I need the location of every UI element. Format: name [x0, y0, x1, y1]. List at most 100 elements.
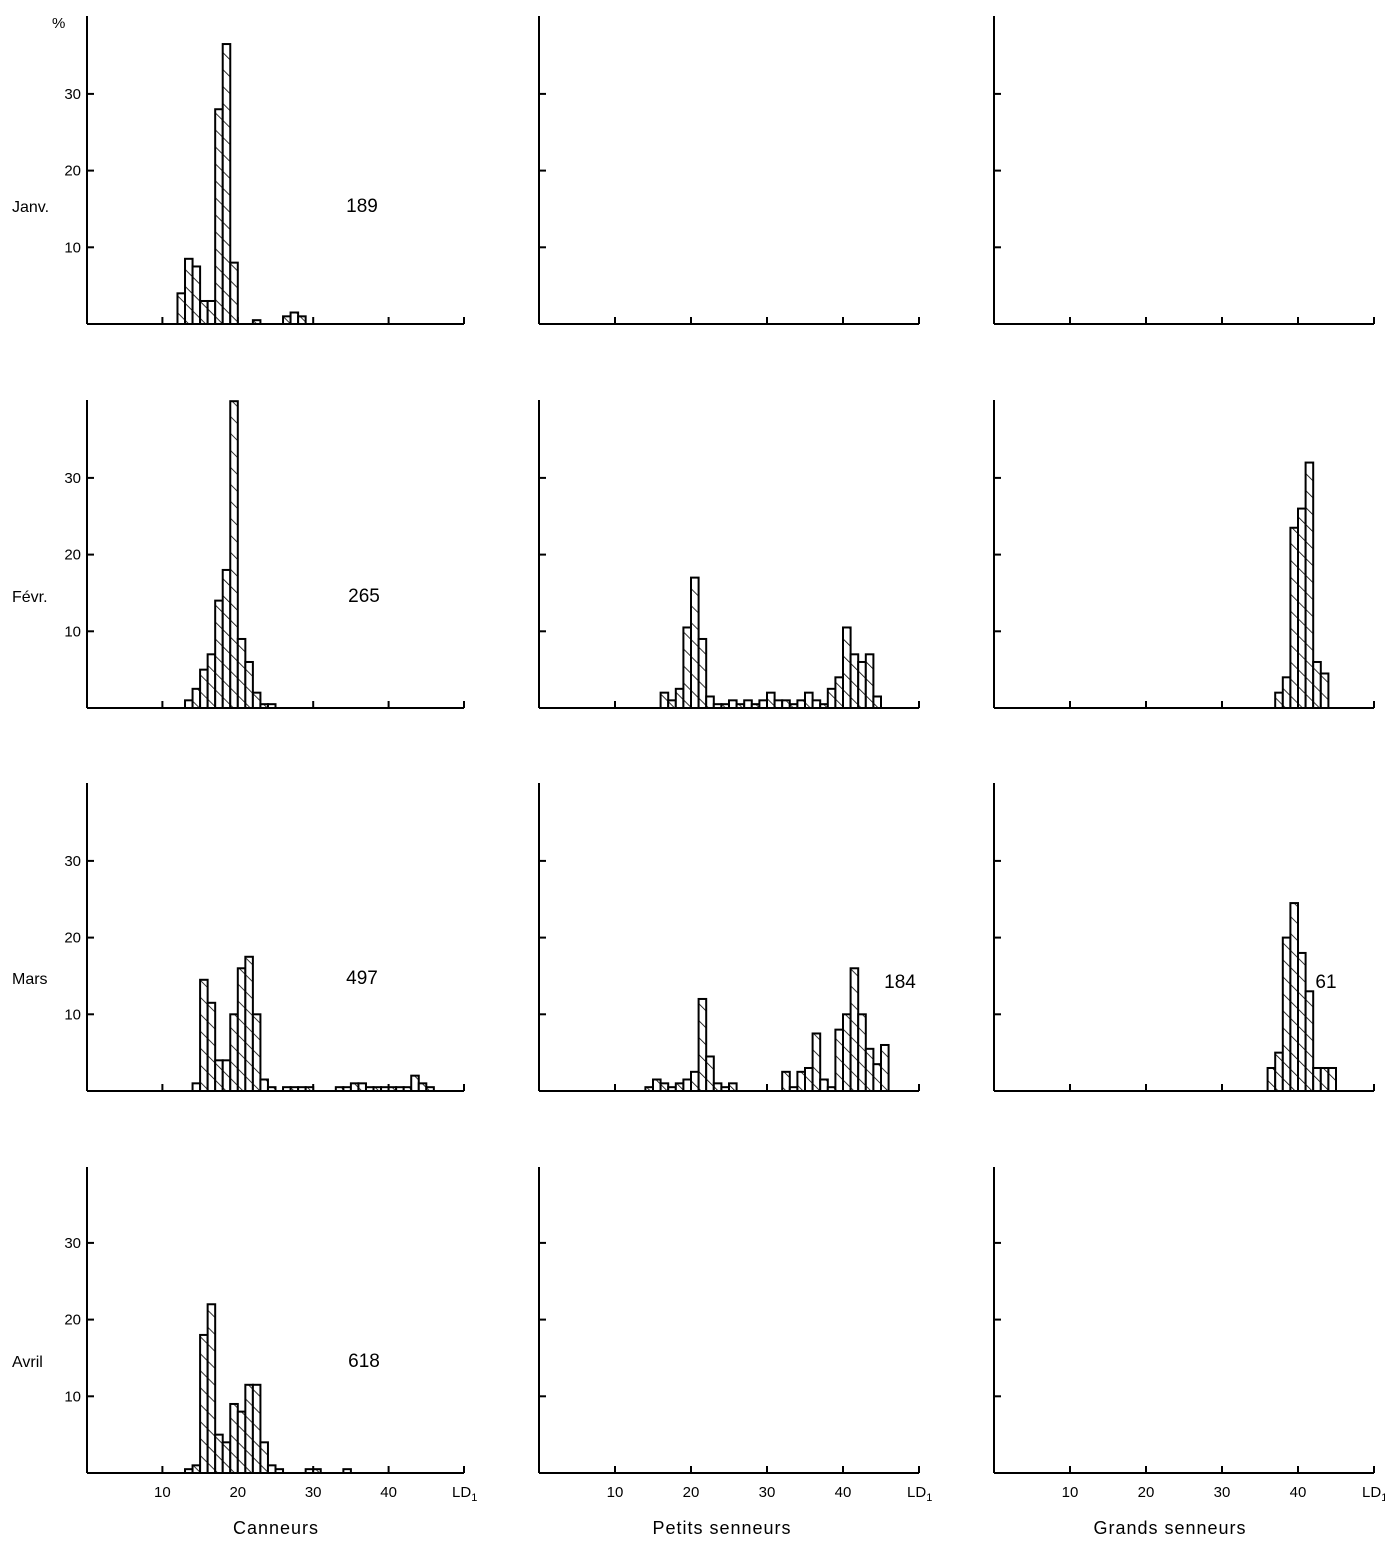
- histogram-bar: [214, 1059, 224, 1092]
- histogram-bar: [342, 1086, 352, 1093]
- group-label-grands-senneurs: Grands senneurs: [1093, 1518, 1246, 1538]
- sample-count-label: 189: [346, 196, 378, 217]
- group-label-canneurs: Canneurs: [233, 1518, 319, 1538]
- histogram-bar: [349, 1082, 360, 1092]
- x-unit-label: LD1: [1362, 1484, 1385, 1504]
- histogram-bar: [1312, 660, 1322, 709]
- panel-avril-petits-senneurs: 10 20 30 40 LD1: [538, 1167, 932, 1504]
- histogram-bar: [804, 691, 814, 709]
- histogram-bar: [357, 1082, 367, 1092]
- histogram-bar: [199, 668, 209, 710]
- histogram-bar: [176, 292, 187, 326]
- histogram-bar: [667, 699, 677, 710]
- histogram-bar: [1319, 1066, 1330, 1092]
- y-unit-label: %: [52, 15, 65, 32]
- histogram-bar: [682, 1078, 693, 1092]
- histogram-bar: [297, 315, 307, 325]
- histogram-bar: [289, 311, 300, 325]
- panel-janv-petits-senneurs: [538, 16, 920, 325]
- histogram-bar: [758, 699, 769, 710]
- histogram-bar: [811, 1032, 822, 1092]
- histogram-bar: [259, 703, 269, 709]
- histogram-bar: [788, 1086, 799, 1093]
- histogram-bar: [834, 676, 845, 710]
- x-tick-label: 30: [759, 1484, 776, 1501]
- x-tick-label: 40: [835, 1484, 852, 1501]
- panel-fevr-grands-senneurs: [993, 400, 1375, 710]
- panel-mars-petits-senneurs: 184: [538, 783, 920, 1093]
- histogram-bar: [372, 1086, 383, 1093]
- histogram-bar: [1319, 672, 1330, 709]
- histogram-bar: [312, 1468, 322, 1475]
- histogram-bar: [380, 1086, 390, 1093]
- x-tick-label: 10: [1062, 1484, 1079, 1501]
- histogram-bar: [199, 299, 209, 325]
- histogram-bar: [659, 691, 670, 709]
- histogram-bar: [857, 1013, 867, 1092]
- y-tick-label: 20: [64, 930, 81, 947]
- histogram-bar: [750, 703, 761, 709]
- panel-janv-canneurs: 10 20 30 189: [64, 16, 465, 326]
- y-tick-label: 10: [64, 623, 81, 640]
- histogram-bar: [417, 1082, 428, 1092]
- histogram-bar: [720, 703, 731, 709]
- histogram-bar: [236, 637, 247, 709]
- histogram-bar: [191, 687, 202, 710]
- histogram-bar: [304, 1468, 315, 1475]
- panel-fevr-petits-senneurs: [538, 400, 920, 710]
- histogram-bar: [282, 1086, 292, 1093]
- histogram-bar: [872, 1063, 883, 1093]
- histogram-bar: [781, 1070, 791, 1092]
- histogram-bar: [214, 108, 224, 325]
- histogram-bar: [1281, 936, 1292, 1092]
- histogram-bar: [1304, 461, 1315, 709]
- histogram-bar: [191, 265, 202, 326]
- histogram-bar: [244, 955, 254, 1093]
- x-unit-label: LD1: [907, 1484, 932, 1504]
- row-label-janv: Janv.: [12, 199, 49, 216]
- y-tick-label: 30: [64, 86, 81, 103]
- y-tick-label: 20: [64, 1312, 81, 1329]
- x-tick-label: 10: [154, 1484, 171, 1501]
- histogram-bar: [712, 1082, 723, 1092]
- histogram-bar: [184, 699, 194, 710]
- x-tick-label: 20: [683, 1484, 700, 1501]
- x-unit-label: LD1: [452, 1484, 477, 1504]
- histogram-bar: [766, 691, 776, 709]
- histogram-bar: [1312, 1066, 1322, 1092]
- x-tick-label: 20: [1138, 1484, 1155, 1501]
- histogram-bar: [659, 1082, 670, 1092]
- histogram-bar: [842, 626, 852, 710]
- y-tick-label: 20: [64, 547, 81, 564]
- histogram-bar: [221, 1059, 232, 1092]
- histogram-bar: [788, 703, 799, 709]
- histogram-bar: [214, 599, 224, 709]
- histogram-bar: [819, 1078, 829, 1092]
- row-label-mars: Mars: [12, 971, 48, 988]
- y-tick-label: 20: [64, 163, 81, 180]
- histogram-bar: [425, 1086, 435, 1093]
- histogram-bar: [697, 637, 708, 709]
- histogram-bar: [1281, 676, 1292, 710]
- histogram-bar: [796, 1070, 807, 1092]
- x-tick-label: 20: [229, 1484, 246, 1501]
- histogram-bar: [1297, 951, 1307, 1092]
- histogram-bar: [773, 699, 784, 710]
- histogram-bar: [712, 703, 723, 709]
- histogram-bar: [1289, 902, 1300, 1093]
- row-label-avril: Avril: [12, 1354, 43, 1371]
- histogram-bar: [1297, 507, 1307, 709]
- y-tick-label: 10: [64, 1388, 81, 1405]
- histogram-bar: [229, 1013, 239, 1092]
- histogram-bar: [864, 1047, 875, 1092]
- histogram-bar: [1274, 1051, 1284, 1093]
- histogram-bar: [206, 1303, 217, 1475]
- histogram-bar: [266, 703, 277, 709]
- histogram-bar: [849, 967, 860, 1093]
- y-tick-label: 30: [64, 470, 81, 487]
- y-tick-label: 10: [64, 1006, 81, 1023]
- histogram-bar: [826, 687, 837, 710]
- histogram-bar: [206, 299, 217, 325]
